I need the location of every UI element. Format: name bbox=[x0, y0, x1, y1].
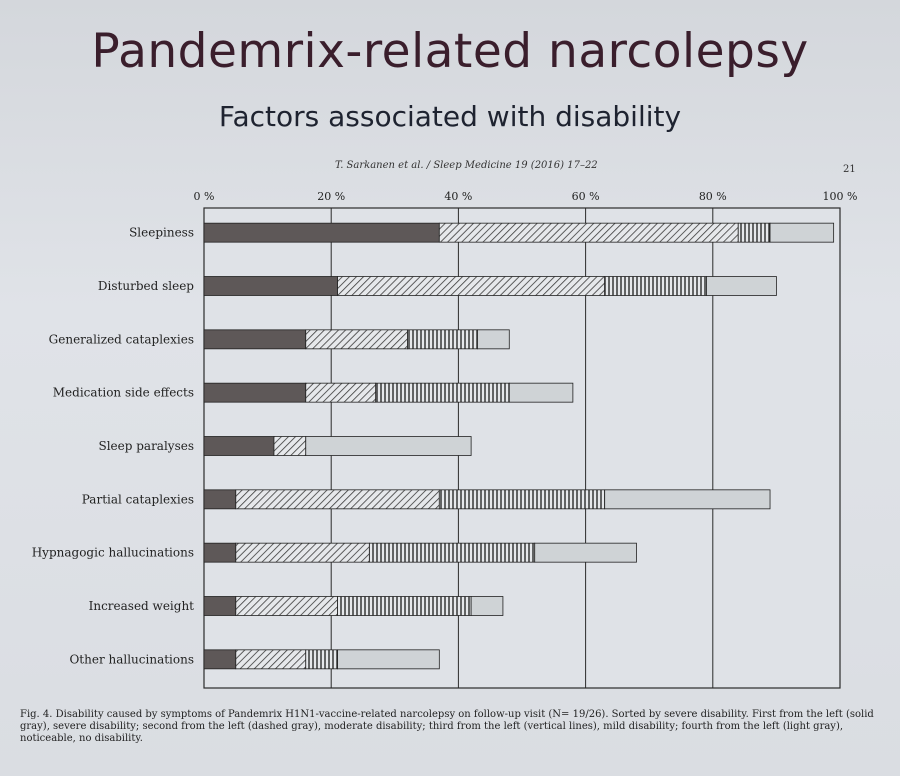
bar-segment-noticeable bbox=[769, 222, 835, 243]
category-label: Sleepiness bbox=[129, 226, 194, 240]
bar-segment-moderate bbox=[235, 542, 370, 563]
bar-segment-noticeable bbox=[305, 436, 472, 456]
category-label: Sleep paralyses bbox=[98, 439, 194, 453]
bar-segment-severe bbox=[203, 276, 338, 296]
bar-segment-severe bbox=[203, 329, 307, 350]
category-label: Disturbed sleep bbox=[98, 279, 194, 293]
bar-segment-noticeable bbox=[604, 489, 771, 510]
bar-segment-moderate bbox=[235, 649, 307, 670]
bar-segment-mild bbox=[438, 489, 606, 510]
bar-segment-mild bbox=[337, 596, 472, 616]
stacked-bar-chart: 0 % 20 % 40 % 60 % 80 % 100 % Sleepiness Distur… bbox=[32, 190, 858, 689]
bar-segment-noticeable bbox=[477, 329, 510, 350]
slide-subtitle: Factors associated with disability bbox=[218, 100, 682, 133]
bar-segment-mild bbox=[737, 222, 771, 243]
category-label: Partial cataplexies bbox=[82, 492, 194, 506]
bar-segment-moderate bbox=[337, 276, 606, 296]
bar-segment-noticeable bbox=[706, 276, 777, 296]
category-label: Hypnagogic hallucinations bbox=[32, 546, 194, 560]
category-label: Generalized cataplexies bbox=[49, 332, 194, 346]
bar-segment-moderate bbox=[438, 222, 739, 243]
bar-segment-mild bbox=[407, 329, 478, 350]
bar-segment-moderate bbox=[235, 596, 338, 616]
bar-segment-moderate bbox=[305, 382, 377, 403]
figure-caption: Fig. 4. Disability caused by symptoms of… bbox=[20, 709, 874, 744]
x-tick-label: 60 % bbox=[572, 190, 600, 203]
page-number: 21 bbox=[843, 164, 856, 175]
x-tick-label: 80 % bbox=[699, 190, 727, 203]
x-tick-label: 40 % bbox=[444, 190, 472, 203]
x-tick-label: 0 % bbox=[194, 190, 215, 203]
bar-segment-severe bbox=[203, 222, 440, 243]
bar-segment-severe bbox=[203, 649, 237, 670]
bar-segment-severe bbox=[203, 542, 237, 563]
category-label: Medication side effects bbox=[53, 386, 194, 400]
bar-segment-severe bbox=[203, 382, 307, 403]
bar-segment-moderate bbox=[273, 436, 307, 456]
slide-title: Pandemrix-related narcolepsy bbox=[91, 24, 809, 79]
bar-segment-severe bbox=[203, 596, 237, 616]
bar-segment-mild bbox=[604, 276, 707, 296]
x-tick-label: 20 % bbox=[317, 190, 345, 203]
bar-segment-noticeable bbox=[337, 649, 440, 670]
category-label: Other hallucinations bbox=[69, 652, 194, 666]
figure-citation: T. Sarkanen et al. / Sleep Medicine 19 (… bbox=[335, 160, 598, 171]
bar-segment-noticeable bbox=[508, 382, 574, 403]
bar-segment-noticeable bbox=[470, 596, 504, 616]
category-label: Increased weight bbox=[89, 599, 195, 613]
bar-segment-moderate bbox=[305, 329, 408, 350]
bar-segment-moderate bbox=[235, 489, 440, 510]
bar-segment-mild bbox=[305, 649, 338, 670]
bar-segment-severe bbox=[203, 436, 275, 456]
bar-segment-noticeable bbox=[534, 542, 637, 563]
bar-segment-severe bbox=[203, 489, 237, 510]
bar-segment-mild bbox=[375, 382, 510, 403]
x-tick-label: 100 % bbox=[823, 190, 858, 203]
bar-segment-mild bbox=[368, 542, 536, 563]
